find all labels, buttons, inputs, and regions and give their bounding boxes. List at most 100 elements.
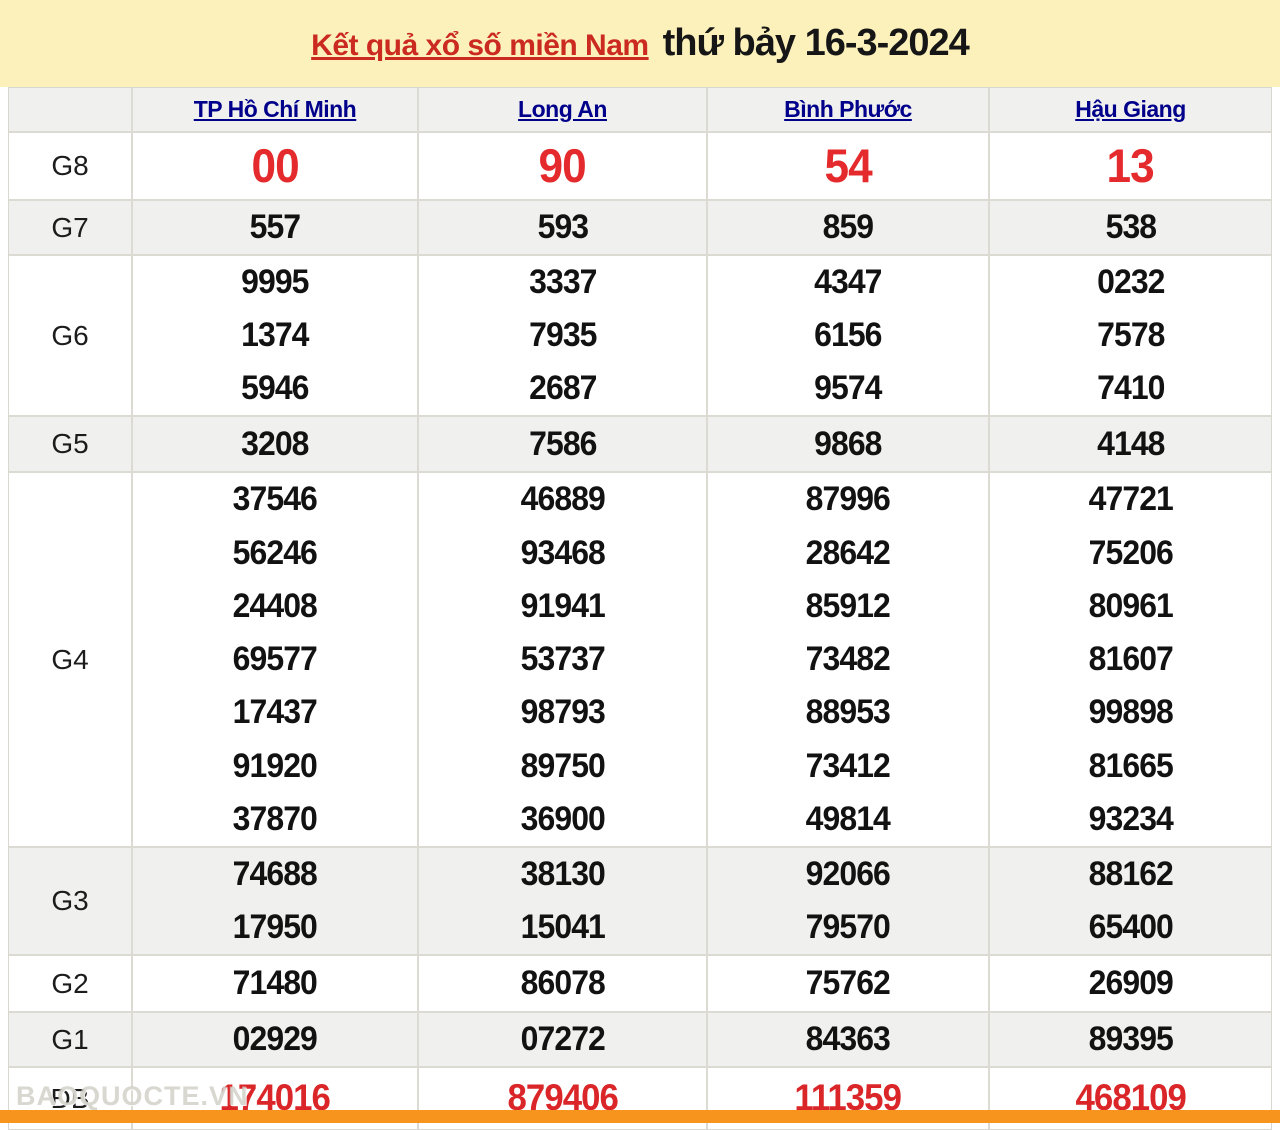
prize-cell: 74688 17950 (131, 848, 417, 954)
prize-number: 87996 (805, 480, 891, 519)
prize-number: 0232 (1096, 263, 1165, 302)
prize-number: 73482 (805, 640, 891, 679)
prize-number: 24408 (232, 586, 318, 625)
page-title: Kết quả xổ số miền Nam thứ bảy 16-3-2024 (0, 0, 1280, 87)
prize-cell: 7586 (417, 417, 706, 471)
prize-number: 56246 (232, 533, 318, 572)
prize-number: 3337 (528, 263, 597, 302)
prize-cell: 3337 7935 2687 (417, 256, 706, 415)
prize-cell: 0232 7578 7410 (988, 256, 1271, 415)
row-label: ĐB (50, 1082, 90, 1114)
prize-number: 3208 (241, 424, 309, 463)
prize-number: 9995 (241, 263, 309, 302)
prize-number: 93468 (520, 533, 605, 572)
prize-cell: 9995 1374 5946 (131, 256, 417, 415)
prize-number: 90 (538, 138, 587, 192)
prize-cell: 75762 (706, 956, 988, 1011)
prize-number: 28642 (805, 533, 891, 572)
prize-cell: 92066 79570 (706, 848, 988, 954)
prize-cell: 3208 (131, 417, 417, 471)
title-date: thứ bảy 16-3-2024 (662, 22, 970, 64)
prize-row-g1: G1 02929 07272 84363 89395 (9, 1011, 1271, 1066)
prize-number: 38130 (520, 855, 605, 894)
prize-number: 86078 (520, 964, 605, 1003)
prize-number: 80961 (1088, 586, 1173, 625)
prize-number: 93234 (1088, 799, 1173, 838)
prize-row-g5: G5 3208 7586 9868 4148 (9, 415, 1271, 471)
prize-number: 37546 (232, 480, 318, 519)
prize-number: 2687 (528, 369, 597, 408)
column-header-cell: Bình Phước (706, 88, 988, 131)
prize-number: 84363 (805, 1020, 891, 1059)
prize-number: 9574 (814, 369, 882, 408)
prize-number: 7578 (1096, 316, 1165, 355)
prize-cell: 47721 75206 80961 81607 99898 81665 93234 (988, 473, 1271, 846)
prize-cell: 00 (131, 133, 417, 199)
prize-row-g2: G2 71480 86078 75762 26909 (9, 954, 1271, 1011)
prize-number: 91920 (232, 746, 318, 785)
prize-cell: 4347 6156 9574 (706, 256, 988, 415)
prize-cell: 84363 (706, 1013, 988, 1066)
row-label: G6 (51, 319, 89, 351)
prize-number: 49814 (805, 799, 891, 838)
prize-number: 36900 (520, 799, 605, 838)
column-header-link-4[interactable]: Hậu Giang (1075, 96, 1186, 122)
prize-number: 98793 (520, 693, 605, 732)
prize-number: 15041 (520, 908, 605, 947)
prize-cell: 54 (706, 133, 988, 199)
prize-number: 6156 (814, 316, 882, 355)
row-label: G2 (51, 967, 89, 999)
prize-number: 75206 (1088, 533, 1173, 572)
prize-cell: 02929 (131, 1013, 417, 1066)
row-label: G8 (51, 150, 89, 181)
prize-number: 81607 (1088, 640, 1173, 679)
prize-number: 4347 (814, 263, 882, 302)
prize-number: 9868 (814, 424, 882, 463)
prize-row-g6: G6 9995 1374 5946 3337 7935 2687 4347 6156 9574 02… (9, 254, 1271, 415)
row-label: G4 (51, 643, 89, 675)
prize-cell: 88162 65400 (988, 848, 1271, 954)
footer-orange-bar (0, 1110, 1280, 1123)
prize-number: 54 (824, 138, 872, 192)
prize-number: 07272 (520, 1020, 605, 1059)
prize-row-g4: G4 37546 56246 24408 69577 17437 91920 37870 468… (9, 471, 1271, 846)
prize-number: 46889 (520, 480, 605, 519)
prize-cell: 593 (417, 201, 706, 254)
prize-cell: 71480 (131, 956, 417, 1011)
row-label: G5 (51, 428, 89, 459)
prize-cell: 38130 15041 (417, 848, 706, 954)
prize-number: 593 (537, 208, 588, 247)
prize-cell: 07272 (417, 1013, 706, 1066)
prize-number: 81665 (1088, 746, 1173, 785)
prize-number: 75762 (805, 964, 891, 1003)
column-header-link-1[interactable]: TP Hồ Chí Minh (193, 96, 357, 122)
prize-cell: 37546 56246 24408 69577 17437 91920 37870 (131, 473, 417, 846)
prize-number: 79570 (805, 908, 891, 947)
prize-cell: 87996 28642 85912 73482 88953 73412 49814 (706, 473, 988, 846)
prize-number: 7586 (528, 424, 597, 463)
prize-number: 17950 (232, 908, 318, 947)
column-header-link-2[interactable]: Long An (518, 96, 607, 122)
prize-number: 53737 (520, 640, 605, 679)
prize-number: 47721 (1088, 480, 1173, 519)
table-header-row: TP Hồ Chí Minh Long An Bình Phước Hậu Giang (9, 87, 1271, 131)
prize-number: 26909 (1088, 964, 1173, 1003)
prize-cell: 557 (131, 201, 417, 254)
prize-number: 4148 (1096, 424, 1165, 463)
prize-number: 17437 (232, 693, 318, 732)
prize-number: 85912 (805, 586, 891, 625)
prize-cell: 13 (988, 133, 1271, 199)
prize-number: 13 (1106, 138, 1155, 192)
column-header-link-3[interactable]: Bình Phước (784, 96, 912, 122)
prize-number: 557 (249, 208, 301, 247)
prize-cell: 89395 (988, 1013, 1271, 1066)
prize-number: 92066 (805, 855, 891, 894)
prize-number: 65400 (1088, 908, 1173, 947)
prize-number: 73412 (805, 746, 891, 785)
prize-cell: 9868 (706, 417, 988, 471)
title-link[interactable]: Kết quả xổ số miền Nam (311, 29, 649, 62)
row-label: G3 (51, 885, 89, 916)
prize-cell: 538 (988, 201, 1271, 254)
prize-cell: 859 (706, 201, 988, 254)
column-header-cell: TP Hồ Chí Minh (131, 88, 417, 131)
